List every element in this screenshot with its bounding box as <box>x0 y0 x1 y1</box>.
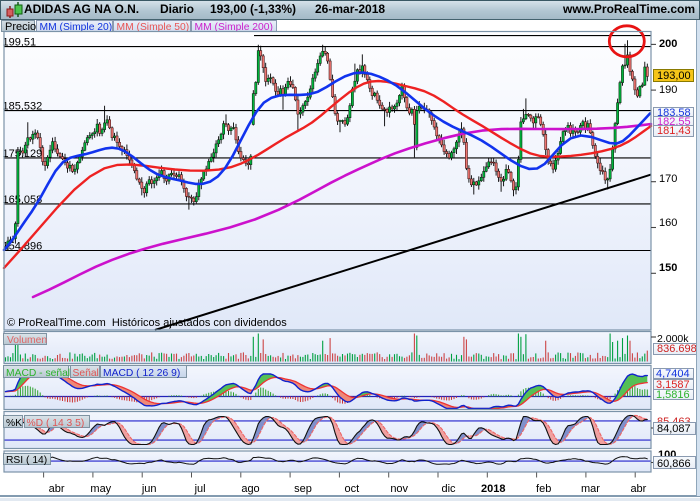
svg-text:199,51: 199,51 <box>3 37 37 49</box>
svg-text:165,058: 165,058 <box>3 194 43 206</box>
svg-text:185,532: 185,532 <box>3 101 43 113</box>
